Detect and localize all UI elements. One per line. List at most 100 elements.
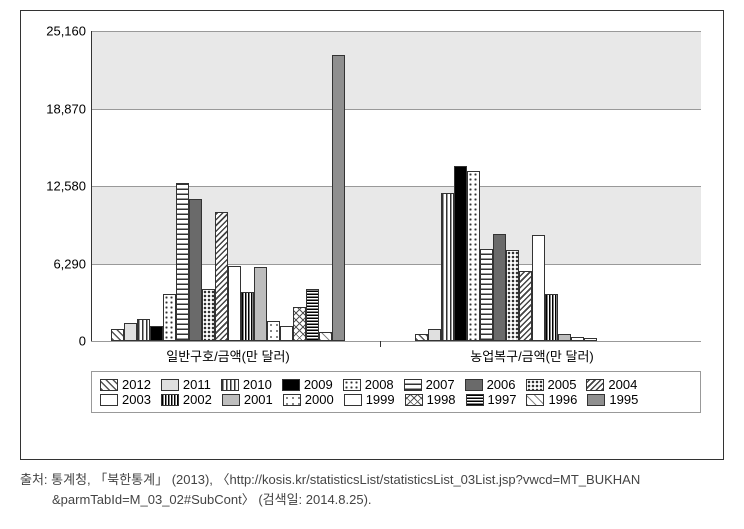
legend-item: 2011 [161,377,211,392]
legend-item: 2006 [465,377,516,392]
legend-label: 2006 [487,377,516,392]
legend-label: 2008 [365,377,394,392]
legend-item: 1999 [344,392,395,407]
legend-swatch [465,379,483,391]
bar [202,289,215,341]
legend-swatch [222,394,240,406]
gridline [91,109,701,110]
legend-label: 1998 [427,392,456,407]
bar [558,334,571,341]
legend-label: 1996 [548,392,577,407]
bar [124,323,137,341]
legend-item: 2004 [586,377,637,392]
source-citation: 출처: 통계청, 「북한통계」 (2013), 〈http://kosis.kr… [20,470,720,509]
gridline [91,31,701,32]
chart-frame: 06,29012,58018,87025,160 일반구호/금액(만 달러)농업… [20,10,724,460]
legend-swatch [283,394,301,406]
legend-swatch [466,394,484,406]
legend-item: 2001 [222,392,273,407]
bar [228,266,241,341]
legend-label: 1997 [488,392,517,407]
legend-swatch [526,394,544,406]
legend-row: 2012 2011 2010 2009 2008 2007 2006 2005 2004 2003… [100,377,692,407]
legend-label: 2009 [304,377,333,392]
bar [267,321,280,341]
root: 06,29012,58018,87025,160 일반구호/금액(만 달러)농업… [0,0,744,529]
plot-area [91,31,701,341]
bar [493,234,506,341]
legend-label: 2011 [183,377,211,392]
legend-swatch [526,379,544,391]
bar [428,329,441,341]
bar [189,199,202,341]
legend-label: 2002 [183,392,212,407]
legend-item: 2009 [282,377,333,392]
bar [150,326,163,341]
y-tick-label: 6,290 [31,256,86,271]
bar [137,319,150,341]
legend-label: 2001 [244,392,273,407]
x-tick-label: 일반구호/금액(만 달러) [166,346,290,365]
bar [241,292,254,341]
legend-swatch [404,379,422,391]
legend-label: 2005 [548,377,577,392]
bar [441,193,454,341]
legend-item: 1997 [466,392,517,407]
gridline [91,341,701,342]
legend-item: 2005 [526,377,577,392]
bar [415,334,428,341]
legend-item: 2010 [221,377,272,392]
bar [319,332,332,341]
legend-swatch [161,394,179,406]
legend-item: 2000 [283,392,334,407]
legend-swatch [586,379,604,391]
legend-item: 1998 [405,392,456,407]
legend-swatch [405,394,423,406]
source-line-1: 출처: 통계청, 「북한통계」 (2013), 〈http://kosis.kr… [20,470,720,490]
legend-swatch [100,394,118,406]
legend-swatch [161,379,179,391]
legend-swatch [221,379,239,391]
y-tick-label: 0 [31,334,86,349]
legend-item: 2007 [404,377,455,392]
bar [293,307,306,341]
legend-label: 2010 [243,377,272,392]
legend-item: 2002 [161,392,212,407]
bar [454,166,467,341]
legend-label: 2000 [305,392,334,407]
legend-label: 2007 [426,377,455,392]
bar [176,183,189,341]
bar [254,267,267,341]
legend-label: 2004 [608,377,637,392]
bar [480,249,493,341]
x-axis: 일반구호/금액(만 달러)농업복구/금액(만 달러) [91,346,701,366]
bar [111,329,124,341]
legend-swatch [100,379,118,391]
source-line-2: &parmTabId=M_03_02#SubCont〉 (검색일: 2014.8… [20,490,720,510]
legend-item: 1995 [587,392,638,407]
bar [215,212,228,341]
bar [467,171,480,341]
legend-label: 1999 [366,392,395,407]
bar [506,250,519,341]
legend-swatch [344,394,362,406]
plot-band [91,31,701,109]
bar [519,271,532,341]
bar [571,337,584,341]
y-axis-line [91,31,92,341]
legend-swatch [343,379,361,391]
legend-item: 2012 [100,377,151,392]
y-tick-label: 25,160 [31,24,86,39]
legend-item: 2003 [100,392,151,407]
bar [584,338,597,341]
bar [163,294,176,341]
legend-item: 1996 [526,392,577,407]
bar [332,55,345,341]
legend: 2012 2011 2010 2009 2008 2007 2006 2005 2004 2003… [91,371,701,413]
legend-swatch [587,394,605,406]
y-axis: 06,29012,58018,87025,160 [31,31,86,341]
legend-label: 2003 [122,392,151,407]
legend-label: 2012 [122,377,151,392]
bar [306,289,319,341]
legend-item: 2008 [343,377,394,392]
